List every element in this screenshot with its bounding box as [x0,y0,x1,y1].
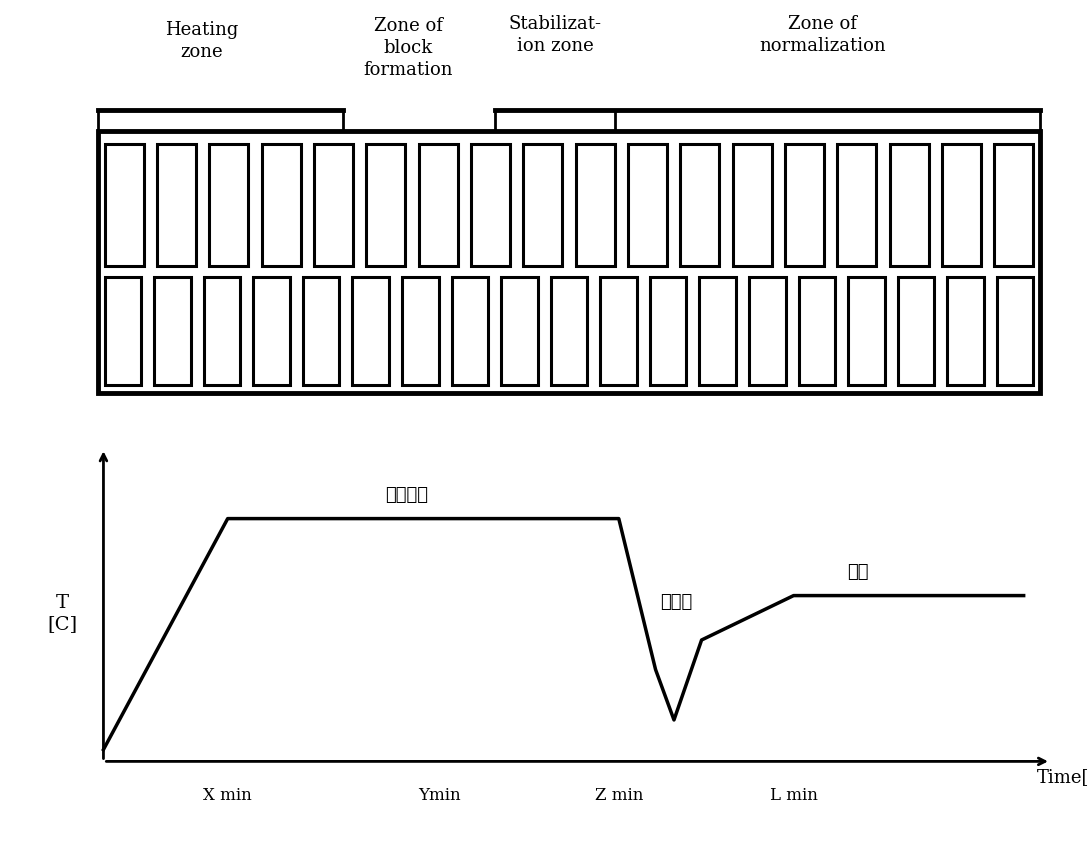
Bar [699,277,736,385]
Bar [303,277,340,385]
Bar [733,144,772,266]
Bar [105,144,144,266]
Bar [157,144,196,266]
Bar [418,144,457,266]
Bar [947,277,983,385]
Text: T
[C]: T [C] [47,594,77,633]
Bar [204,277,241,385]
Bar [837,144,877,266]
Text: Ymin: Ymin [418,787,461,804]
Bar [798,277,835,385]
Text: Zone of
normalization: Zone of normalization [759,15,885,56]
Bar [470,144,510,266]
Bar [261,144,301,266]
Bar [105,277,142,385]
Bar [366,144,405,266]
Bar [551,277,587,385]
Bar [996,277,1033,385]
Bar [628,144,668,266]
Bar [749,277,785,385]
Bar [600,277,637,385]
Bar [942,144,981,266]
Bar [501,277,538,385]
Bar [848,277,884,385]
Bar [402,277,439,385]
Bar [254,277,290,385]
Bar [452,277,488,385]
Bar [650,277,686,385]
Text: 서냉: 서냉 [847,563,869,581]
Bar [353,277,389,385]
Bar [155,277,191,385]
Bar [785,144,824,266]
Bar [314,144,353,266]
Text: Stabilizat-
ion zone: Stabilizat- ion zone [509,15,602,56]
Text: X min: X min [204,787,252,804]
Bar [681,144,720,266]
Text: 발포온도: 발포온도 [386,486,429,504]
Bar [897,277,934,385]
Bar [209,144,248,266]
Text: Zone of
block
formation: Zone of block formation [364,17,453,80]
Bar [994,144,1033,266]
Bar [575,144,615,266]
Text: L min: L min [770,787,818,804]
Text: Z min: Z min [595,787,643,804]
Text: Heating
zone: Heating zone [164,21,238,62]
Text: 안정화: 안정화 [660,592,693,611]
Bar [523,144,563,266]
Bar [98,131,1040,393]
Bar [890,144,929,266]
Text: Time[min]: Time[min] [1037,767,1089,786]
